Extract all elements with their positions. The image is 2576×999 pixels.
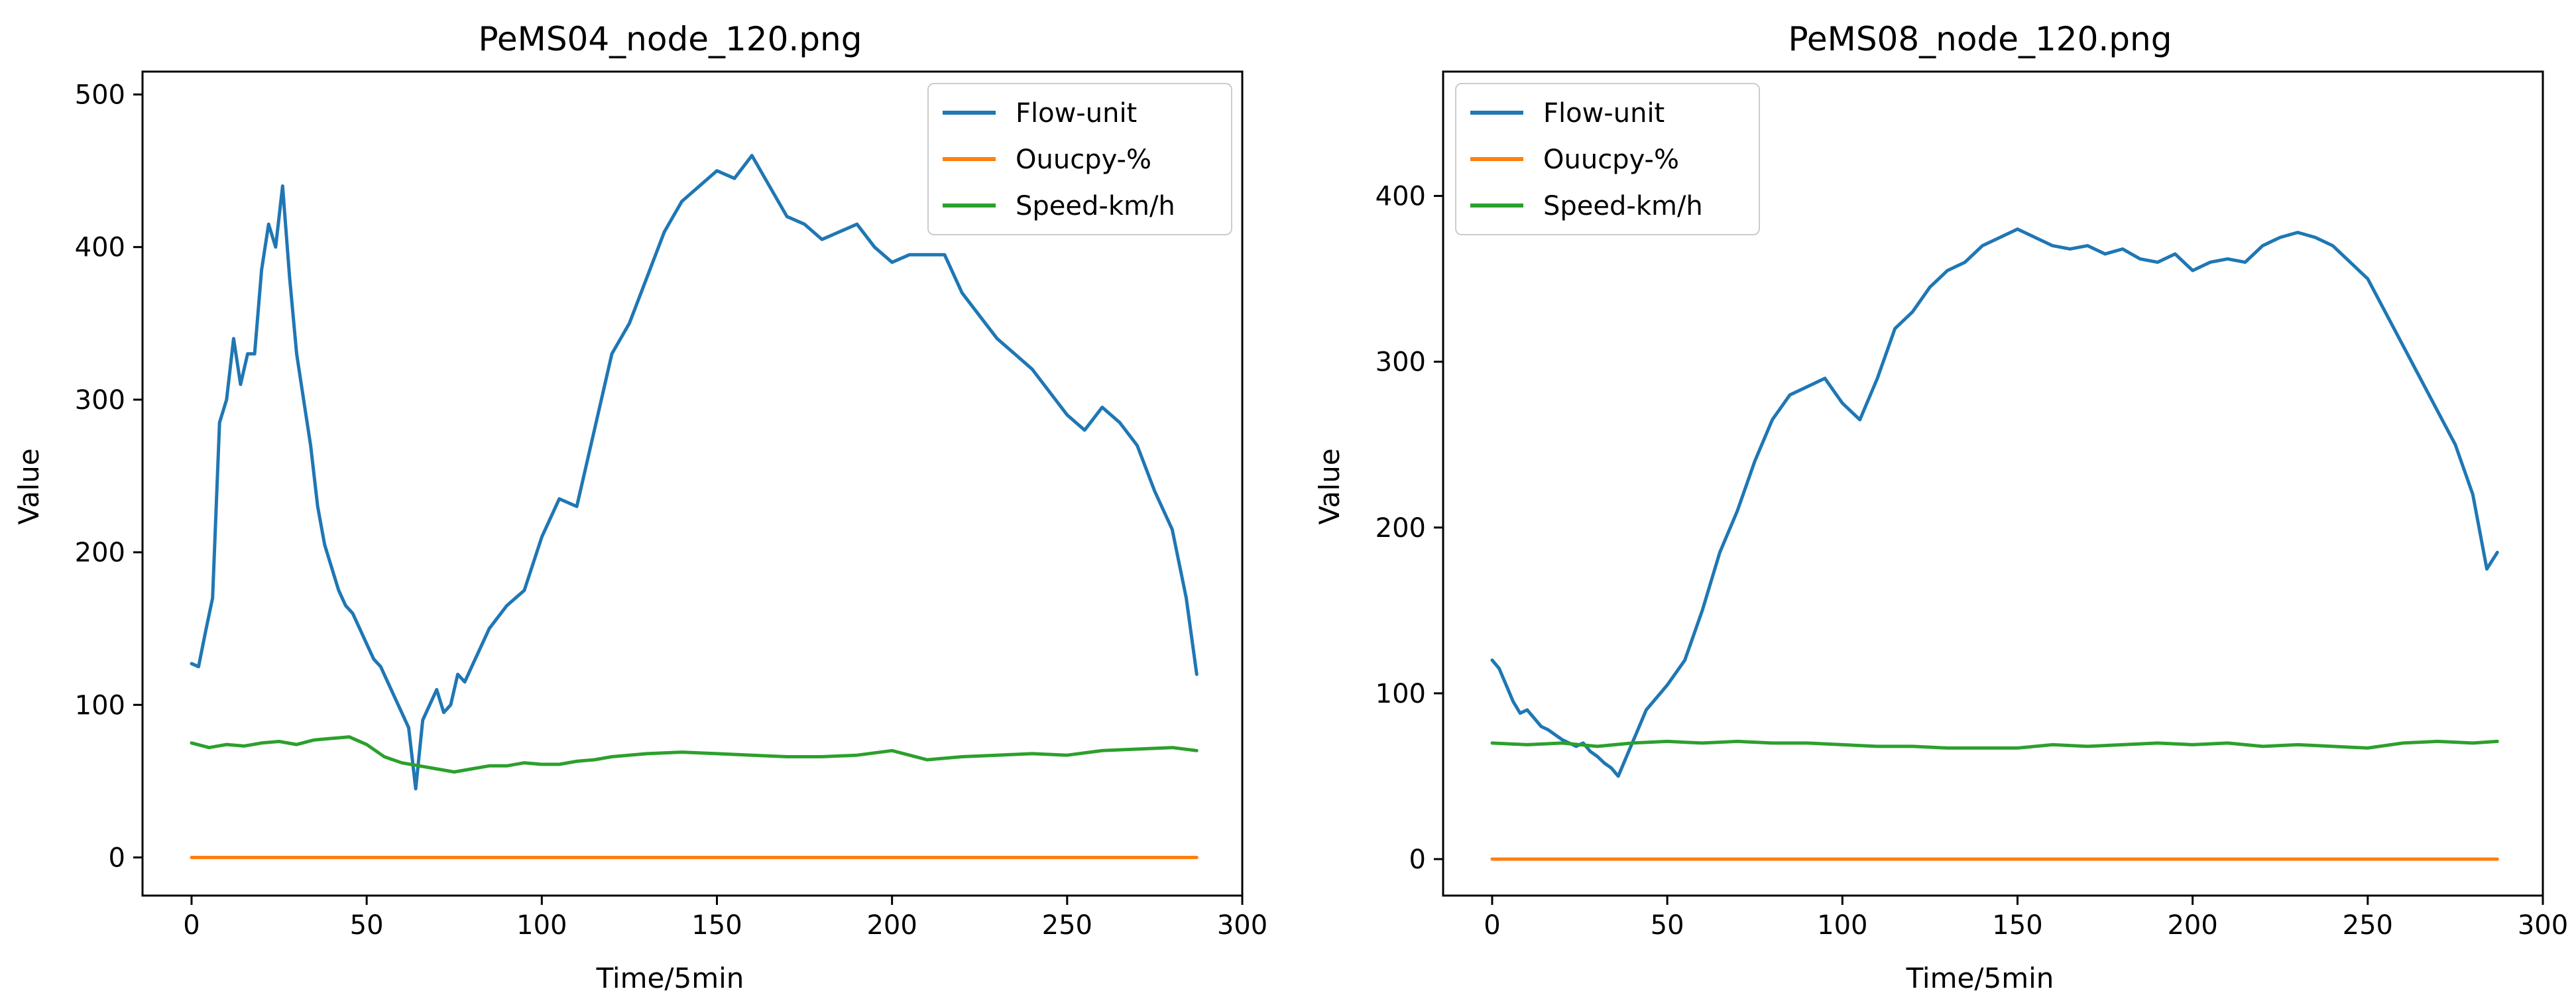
chart-panel-pems04: PeMS04_node_120.png Value Time/5min 0 50 1… [13,20,1267,994]
y-tick-label: 0 [109,843,125,873]
y-tick-label: 200 [1376,513,1426,544]
ticks: 0 50 100 150 200 250 300 0 100 200 300 400 500 [75,80,1268,941]
legend-label-flow-unit: Flow-unit [1016,98,1137,129]
series-line-speed-km-h [190,735,1199,774]
x-axis-label: Time/5min [1906,962,2054,994]
x-tick-label: 300 [1217,910,1267,941]
series-line-speed-km-h [1490,739,2499,750]
series-lines [190,154,1199,859]
y-tick-label: 300 [75,385,125,416]
x-tick-label: 100 [1817,910,1867,941]
x-tick-label: 150 [1992,910,2042,941]
series-lines [1490,227,2499,861]
y-tick-label: 100 [1376,679,1426,709]
x-tick-label: 0 [183,910,200,941]
y-tick-label: 200 [75,538,125,568]
legend-label-speed: Speed-km/h [1016,191,1175,221]
x-tick-label: 250 [1042,910,1092,941]
plot-frame [141,70,1244,897]
legend-box [1455,83,1760,235]
chart-panel-pems08: PeMS08_node_120.png Value Time/5min 0 50 1… [1313,20,2568,994]
x-tick-label: 100 [516,910,567,941]
chart-title: PeMS04_node_120.png [479,20,862,58]
x-tick-label: 200 [866,910,917,941]
y-tick-label: 300 [1376,347,1426,378]
legend-label-ouucpy: Ouucpy-% [1016,145,1151,175]
y-tick-label: 400 [75,233,125,263]
series-line-flow-unit [190,154,1199,791]
legend: Flow-unit Ouucpy-% Speed-km/h [1455,83,1760,235]
x-tick-label: 50 [1651,910,1684,941]
y-tick-label: 100 [75,690,125,721]
legend: Flow-unit Ouucpy-% Speed-km/h [927,83,1232,235]
ticks: 0 50 100 150 200 250 300 0 100 200 300 400 [1376,182,2569,941]
y-tick-label: 400 [1376,182,1426,212]
legend-label-flow-unit: Flow-unit [1543,98,1665,129]
legend-label-speed: Speed-km/h [1543,191,1703,221]
x-tick-label: 300 [2518,910,2568,941]
x-axis-label: Time/5min [596,962,744,994]
y-axis-label: Value [13,448,45,524]
x-tick-label: 150 [691,910,742,941]
x-tick-label: 250 [2343,910,2393,941]
y-tick-label: 500 [75,80,125,111]
x-tick-label: 50 [350,910,384,941]
y-axis-label: Value [1313,448,1346,524]
y-tick-label: 0 [1409,845,1426,875]
chart-title: PeMS08_node_120.png [1788,20,2172,58]
plot-frame [1442,70,2544,897]
legend-label-ouucpy: Ouucpy-% [1543,145,1679,175]
x-tick-label: 0 [1484,910,1500,941]
legend-box [927,83,1232,235]
x-tick-label: 200 [2167,910,2217,941]
